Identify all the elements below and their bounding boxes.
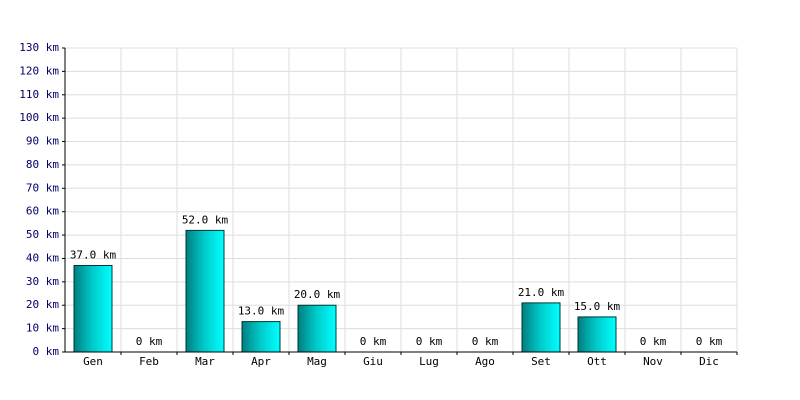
value-label: 0 km: [640, 335, 667, 348]
y-tick-label: 80 km: [26, 158, 59, 171]
x-tick-label: Feb: [139, 355, 159, 368]
y-tick-label: 110 km: [19, 88, 59, 101]
bar: [577, 316, 617, 353]
y-tick-label: 100 km: [19, 111, 59, 124]
x-tick-label: Ott: [587, 355, 607, 368]
x-tick-label: Nov: [643, 355, 663, 368]
y-tick-label: 120 km: [19, 64, 59, 77]
x-tick-label: Mag: [307, 355, 327, 368]
value-label: 20.0 km: [294, 288, 341, 301]
y-tick-label: 30 km: [26, 275, 59, 288]
value-label: 0 km: [416, 335, 443, 348]
bar: [521, 302, 561, 353]
x-tick-label: Ago: [475, 355, 495, 368]
y-tick-label: 50 km: [26, 228, 59, 241]
y-tick-label: 20 km: [26, 298, 59, 311]
x-tick-label: Giu: [363, 355, 383, 368]
x-tick-label: Gen: [83, 355, 103, 368]
y-tick-label: 130 km: [19, 41, 59, 54]
bar: [241, 321, 281, 353]
value-label: 37.0 km: [70, 248, 117, 261]
y-tick-label: 0 km: [33, 345, 60, 358]
value-label: 0 km: [472, 335, 499, 348]
x-tick-label: Mar: [195, 355, 215, 368]
value-label: 15.0 km: [574, 300, 621, 313]
y-tick-label: 10 km: [26, 322, 59, 335]
y-tick-label: 90 km: [26, 135, 59, 148]
y-tick-label: 70 km: [26, 181, 59, 194]
bar: [185, 229, 225, 353]
x-tick-label: Dic: [699, 355, 719, 368]
value-label: 0 km: [136, 335, 163, 348]
x-tick-label: Lug: [419, 355, 439, 368]
x-tick-label: Set: [531, 355, 551, 368]
bar: [297, 304, 337, 353]
value-label: 0 km: [696, 335, 723, 348]
y-tick-label: 40 km: [26, 251, 59, 264]
value-label: 13.0 km: [238, 305, 285, 318]
y-tick-label: 60 km: [26, 205, 59, 218]
value-label: 21.0 km: [518, 286, 565, 299]
value-label: 0 km: [360, 335, 387, 348]
bar: [73, 264, 113, 353]
value-label: 52.0 km: [182, 213, 229, 226]
x-tick-label: Apr: [251, 355, 271, 368]
